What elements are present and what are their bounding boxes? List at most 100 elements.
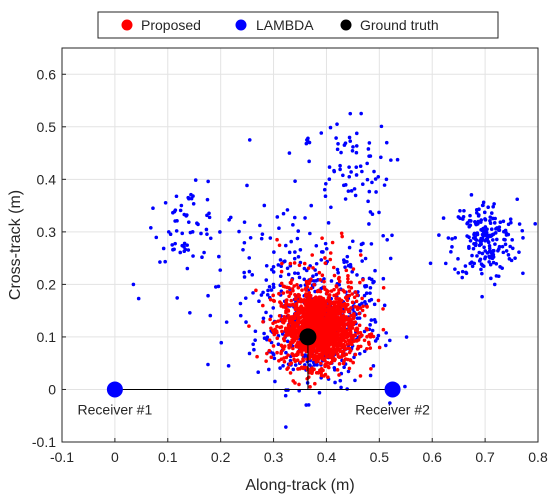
point-lambda (441, 216, 446, 220)
point-proposed (369, 332, 374, 336)
point-lambda (395, 157, 400, 162)
point-lambda (388, 401, 392, 405)
point-lambda (319, 258, 324, 262)
point-proposed (345, 298, 350, 303)
point-lambda (338, 378, 343, 383)
point-proposed (279, 304, 284, 308)
point-lambda (289, 239, 294, 244)
point-proposed (310, 366, 314, 370)
point-proposed (308, 385, 312, 389)
point-lambda (385, 237, 389, 242)
point-lambda (247, 269, 252, 274)
point-lambda (346, 189, 351, 193)
point-proposed (299, 305, 303, 309)
point-proposed (341, 288, 345, 293)
point-lambda (265, 293, 270, 297)
point-lambda (384, 177, 389, 182)
point-proposed (294, 306, 299, 310)
point-proposed (271, 321, 275, 326)
point-lambda (506, 253, 511, 257)
point-proposed (311, 313, 316, 318)
point-proposed (315, 289, 320, 294)
point-proposed (332, 352, 336, 356)
point-proposed (351, 360, 355, 365)
point-lambda (359, 111, 363, 116)
point-proposed (274, 329, 279, 333)
point-proposed (288, 291, 293, 296)
y-tick-label: 0 (48, 381, 56, 397)
x-tick-label: 0.3 (264, 449, 284, 465)
point-proposed (292, 357, 296, 362)
point-proposed (297, 263, 302, 268)
point-proposed (329, 289, 334, 293)
point-proposed (350, 292, 355, 296)
point-proposed (353, 352, 358, 357)
point-lambda (384, 331, 388, 335)
point-lambda (360, 169, 364, 174)
point-proposed (317, 352, 322, 357)
point-lambda (241, 247, 245, 252)
point-lambda (365, 161, 369, 166)
x-tick-label: 0.6 (422, 449, 442, 465)
point-lambda (311, 360, 316, 365)
point-lambda (180, 243, 185, 248)
point-lambda (383, 343, 388, 348)
point-lambda (267, 367, 271, 372)
point-lambda (286, 388, 290, 392)
point-lambda (363, 299, 367, 304)
point-lambda (348, 262, 353, 267)
point-lambda (379, 155, 383, 160)
point-proposed (335, 300, 340, 305)
point-lambda (368, 154, 373, 158)
point-proposed (279, 343, 284, 348)
point-proposed (290, 322, 295, 327)
point-lambda (465, 234, 469, 238)
point-proposed (293, 297, 298, 301)
point-proposed (279, 269, 284, 274)
point-proposed (289, 361, 294, 365)
point-lambda (360, 182, 365, 187)
receiver-annotations: Receiver #1 Receiver #2 (78, 328, 430, 417)
point-lambda (199, 231, 203, 236)
point-lambda (368, 291, 372, 295)
point-proposed (292, 261, 297, 265)
point-proposed (319, 355, 324, 360)
point-lambda (498, 220, 503, 225)
point-proposed (279, 281, 284, 286)
point-lambda (269, 267, 274, 272)
y-tick-label: 0.1 (37, 329, 57, 345)
point-lambda (428, 261, 433, 266)
point-proposed (314, 311, 319, 316)
point-lambda (517, 222, 522, 226)
point-proposed (296, 285, 301, 290)
point-proposed (326, 318, 331, 323)
point-lambda (359, 242, 364, 247)
point-proposed (319, 330, 324, 334)
point-lambda (188, 311, 192, 315)
point-lambda (342, 143, 347, 147)
point-lambda (247, 138, 252, 142)
point-lambda (173, 241, 177, 246)
point-proposed (268, 297, 273, 302)
point-proposed (347, 289, 352, 293)
point-lambda (329, 279, 334, 283)
point-lambda (437, 233, 441, 237)
point-proposed (336, 310, 341, 315)
point-lambda (350, 239, 355, 244)
point-lambda (458, 208, 462, 213)
point-lambda (485, 233, 490, 237)
point-lambda (186, 220, 191, 224)
point-proposed (271, 330, 276, 335)
point-proposed (282, 359, 287, 364)
point-lambda (285, 208, 290, 212)
point-lambda (475, 231, 480, 235)
point-lambda (191, 194, 195, 198)
point-lambda (271, 306, 276, 310)
point-proposed (368, 346, 373, 350)
point-lambda (322, 187, 327, 192)
point-lambda (334, 136, 338, 140)
point-lambda (308, 231, 312, 236)
point-proposed (305, 285, 310, 289)
point-proposed (340, 350, 345, 354)
point-proposed (294, 334, 299, 339)
